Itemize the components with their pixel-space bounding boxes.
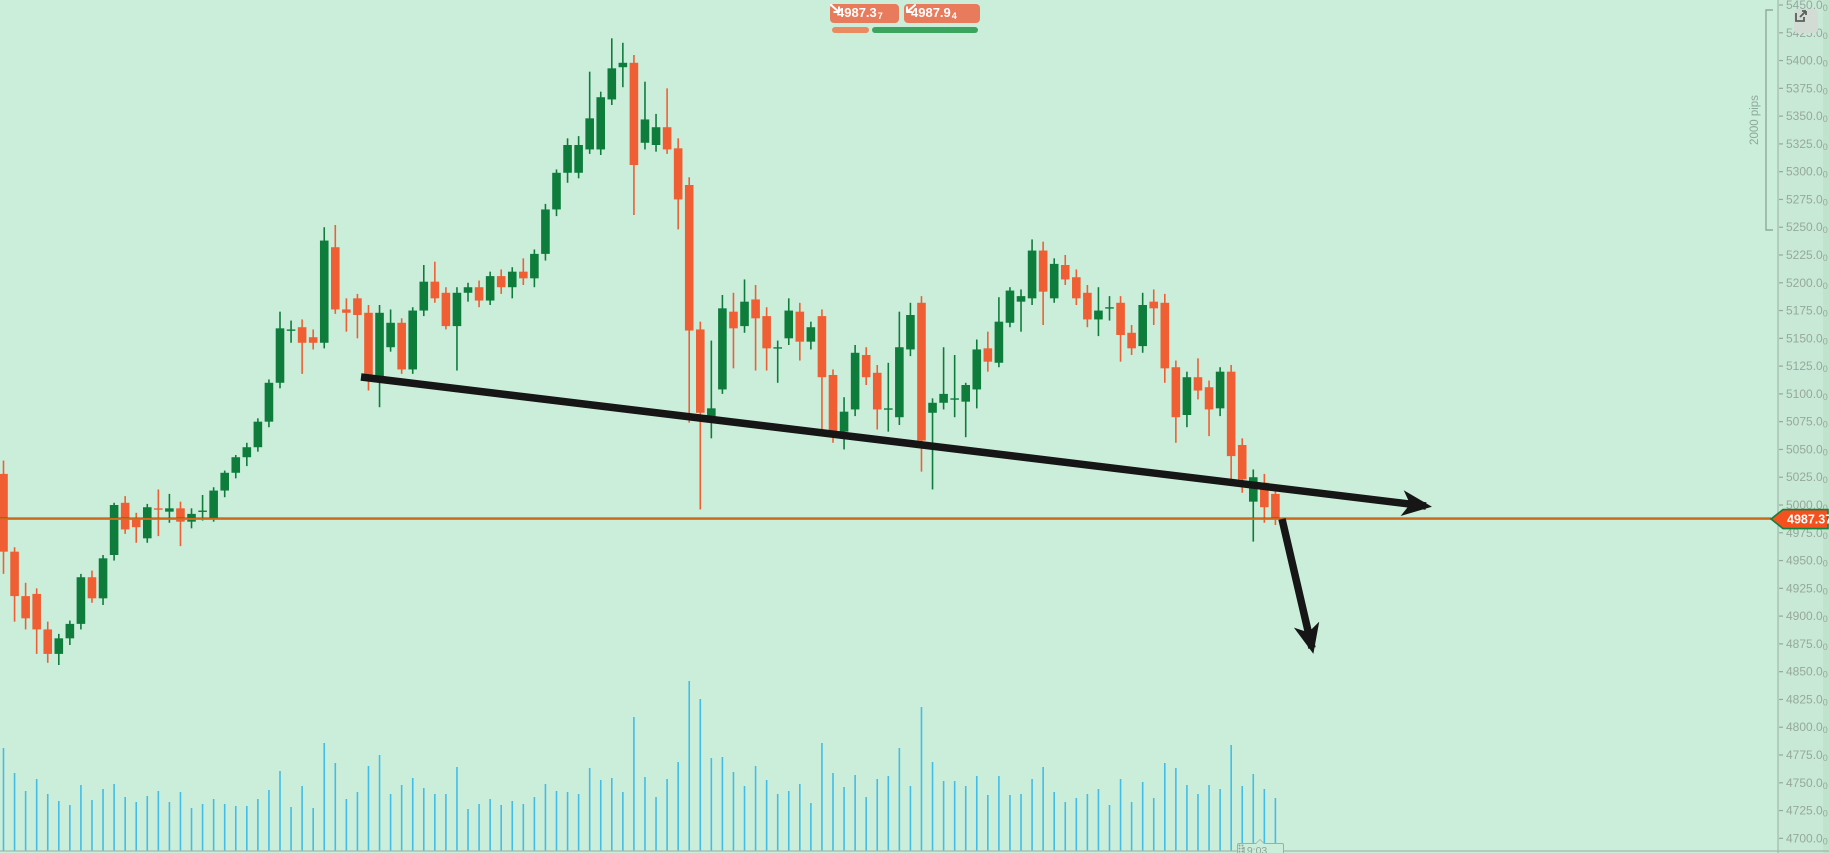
axis-price-label: 5300.00 [1786, 165, 1828, 180]
axis-price-label: 5400.00 [1786, 54, 1828, 69]
projection-down-arrow[interactable] [1278, 518, 1320, 654]
axis-price-label: 5125.00 [1786, 359, 1828, 374]
axis-price-label: 5075.00 [1786, 415, 1828, 430]
volume-bars [2, 681, 1277, 851]
time-marker-label: 19:03 [1241, 845, 1268, 853]
axis-price-label: 4775.00 [1786, 748, 1828, 763]
axis-price-label: 5200.00 [1786, 276, 1828, 291]
axis-price-label: 5275.00 [1786, 192, 1828, 207]
axis-price-label: 4750.00 [1786, 776, 1828, 791]
sell-quote-button[interactable]: 4987.3 7 [830, 4, 899, 23]
right-edge-strip [1823, 0, 1829, 853]
axis-price-label: 5325.00 [1786, 137, 1828, 152]
current-price-tag: 4987.37 [1769, 508, 1829, 530]
sentiment-bar [828, 27, 980, 33]
buy-arrow-icon [906, 4, 916, 13]
sell-sentiment-segment [832, 27, 869, 33]
axis-price-label: 5225.00 [1786, 248, 1828, 263]
external-link-icon [1795, 10, 1807, 22]
ask-price: 4987.9 4 [911, 5, 957, 21]
buy-sentiment-segment [872, 27, 978, 33]
bid-price: 4987.3 7 [837, 5, 883, 21]
price-axis-panel[interactable] [1778, 0, 1829, 853]
axis-price-label: 4825.00 [1786, 692, 1828, 707]
axis-price-label: 4850.00 [1786, 665, 1828, 680]
axis-price-label: 5375.00 [1786, 81, 1828, 96]
axis-price-label: 5350.00 [1786, 109, 1828, 124]
drag-handle-icon [1238, 844, 1244, 853]
axis-price-label: 4900.00 [1786, 609, 1828, 624]
time-marker-notch [1255, 839, 1265, 845]
axis-price-label: 5050.00 [1786, 442, 1828, 457]
axis-price-label: 5175.00 [1786, 304, 1828, 319]
sell-arrow-icon [830, 4, 840, 13]
candles [0, 38, 1280, 665]
trendline-arrow[interactable] [360, 373, 1432, 517]
axis-price-label: 5250.00 [1786, 220, 1828, 235]
axis-price-label: 5025.00 [1786, 470, 1828, 485]
current-price-value: 4987.37 [1787, 513, 1829, 527]
time-axis-marker[interactable]: 19:03 [1237, 839, 1284, 853]
pips-measure[interactable]: 2000 pips [1749, 9, 1773, 231]
price-axis-labels: 5450.005425.005400.005375.005350.005325.… [1779, 0, 1828, 846]
axis-price-label: 4925.00 [1786, 581, 1828, 596]
axis-price-label: 4725.00 [1786, 804, 1828, 819]
open-external-button[interactable] [1794, 9, 1818, 33]
axis-price-label: 4975.00 [1786, 526, 1828, 541]
axis-price-label: 5150.00 [1786, 331, 1828, 346]
buy-quote-button[interactable]: 4987.9 4 [904, 4, 980, 23]
axis-price-label: 4875.00 [1786, 637, 1828, 652]
axis-price-label: 4950.00 [1786, 554, 1828, 569]
axis-price-label: 5100.00 [1786, 387, 1828, 402]
pips-label: 2000 pips [1749, 95, 1761, 145]
axis-price-label: 4700.00 [1786, 831, 1828, 846]
axis-price-label: 4800.00 [1786, 720, 1828, 735]
